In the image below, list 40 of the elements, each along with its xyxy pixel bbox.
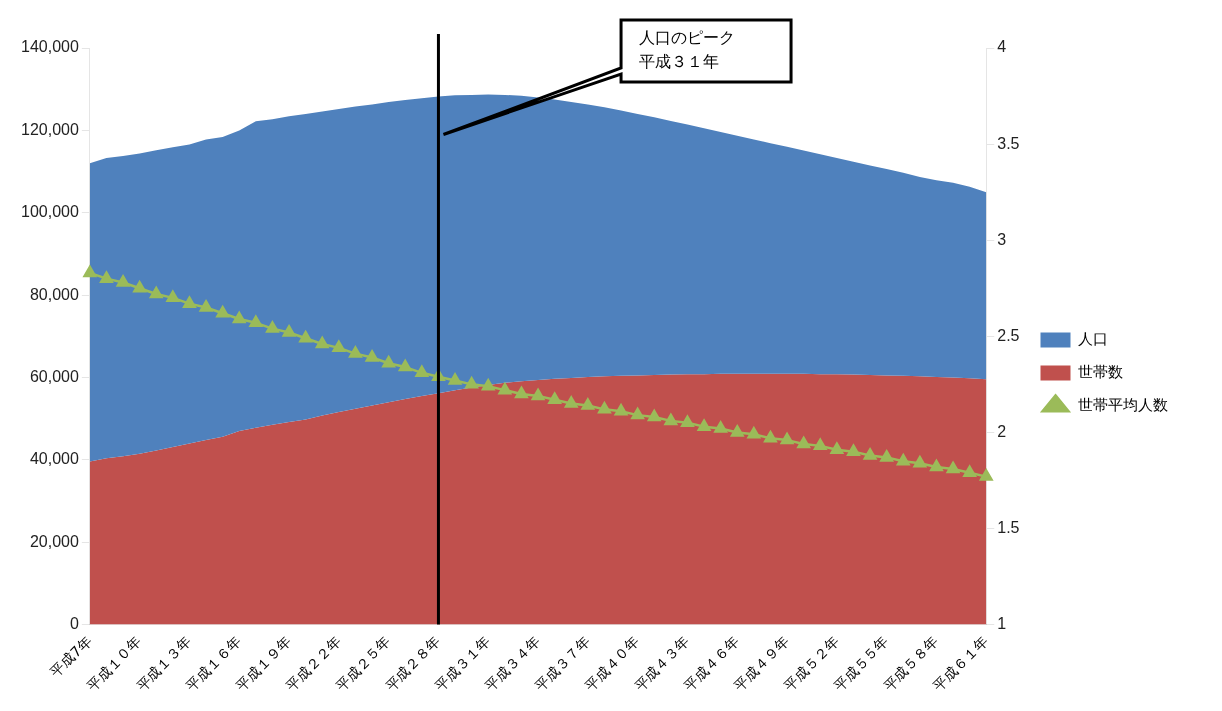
text: 人口のピーク <box>639 28 736 48</box>
annotation: 平成３１年 <box>639 52 720 72</box>
point <box>182 296 196 308</box>
y-tick-label: 100,000 <box>20 203 79 221</box>
y2-tick-label: 2.5 <box>997 326 1020 344</box>
point <box>332 340 346 353</box>
point <box>382 355 396 368</box>
y2-tick-label: 3 <box>997 230 1007 248</box>
point <box>116 275 130 287</box>
point <box>398 359 412 372</box>
point <box>365 350 379 362</box>
y-tick-label: 40,000 <box>29 450 79 468</box>
legend-label: 世帯数 <box>1078 362 1123 381</box>
point <box>282 325 296 337</box>
point <box>299 330 313 343</box>
point <box>83 265 97 278</box>
y2-tick-label: 2 <box>997 422 1007 440</box>
y-tick-label: 0 <box>69 615 79 633</box>
point <box>232 311 246 324</box>
point <box>349 346 362 358</box>
point <box>216 306 230 318</box>
y-tick-label: 140,000 <box>20 38 79 56</box>
point <box>166 290 180 303</box>
y2-tick-label: 3.5 <box>997 134 1020 152</box>
point <box>133 281 147 293</box>
point <box>199 300 213 312</box>
y-tick-label: 60,000 <box>29 367 79 385</box>
y2-tick-label: 1 <box>997 615 1007 633</box>
point <box>149 286 163 299</box>
y-tick-label: 120,000 <box>20 120 79 138</box>
y-tick-label: 20,000 <box>29 532 79 550</box>
point <box>249 315 263 328</box>
y2-tick-label: 1.5 <box>997 518 1020 536</box>
point <box>265 321 279 333</box>
point <box>99 271 113 283</box>
y2-tick-label: 4 <box>997 38 1007 56</box>
legend-label: 人口 <box>1078 329 1108 348</box>
legend-label: 世帯平均人数 <box>1078 395 1168 414</box>
point <box>315 336 329 349</box>
y-tick-label: 80,000 <box>29 285 79 303</box>
